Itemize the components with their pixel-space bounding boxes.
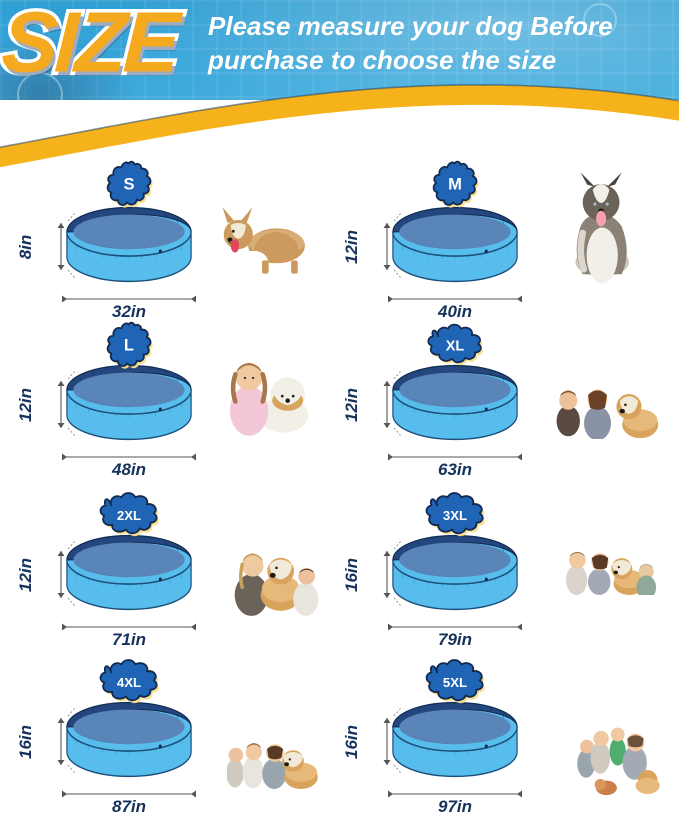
svg-text:2XL: 2XL xyxy=(117,508,141,523)
svg-text:S: S xyxy=(123,175,134,194)
svg-text:4XL: 4XL xyxy=(117,675,141,690)
svg-text:5XL: 5XL xyxy=(443,675,467,690)
svg-text:XL: XL xyxy=(446,338,465,354)
svg-text:L: L xyxy=(124,336,134,355)
svg-text:3XL: 3XL xyxy=(443,508,467,523)
svg-text:M: M xyxy=(448,175,462,194)
